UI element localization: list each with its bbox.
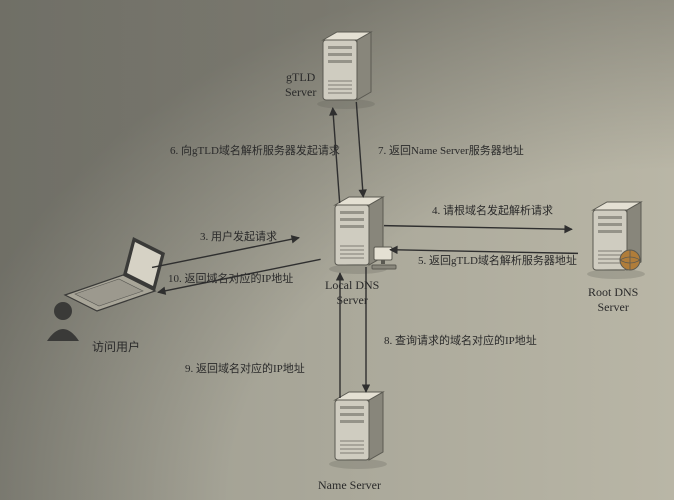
node-label-gtld: gTLDServer — [285, 70, 316, 100]
node-label-name_server: Name Server — [318, 478, 381, 493]
node-gtld — [317, 32, 375, 109]
node-local_dns — [329, 197, 396, 274]
edge-label-e4: 4. 请根域名发起解析请求 — [432, 202, 553, 218]
edge-label-e3: 3. 用户发起请求 — [200, 228, 277, 244]
edge-label-e9: 9. 返回域名对应的IP地址 — [185, 360, 305, 376]
node-name_server — [329, 392, 387, 469]
edge-label-e10: 10. 返回域名对应的IP地址 — [168, 270, 293, 286]
edge-e7 — [356, 102, 363, 197]
diagram-overlay — [0, 0, 674, 500]
node-root_dns — [587, 202, 645, 279]
edge-label-e6: 6. 向gTLD域名解析服务器发起请求 — [170, 142, 340, 158]
node-label-root_dns: Root DNSServer — [588, 285, 638, 315]
diagram-stage: 访问用户 Local DNSServer gTLDServer Root DNSSer… — [0, 0, 674, 500]
edge-label-e8: 8. 查询请求的域名对应的IP地址 — [384, 332, 537, 348]
node-label-local_dns: Local DNSServer — [325, 278, 379, 308]
edge-label-e5: 5. 返回gTLD域名解析服务器地址 — [418, 252, 577, 268]
node-label-user: 访问用户 — [92, 338, 140, 355]
edge-e4 — [384, 226, 572, 230]
node-user — [47, 237, 165, 341]
edge-label-e7: 7. 返回Name Server服务器地址 — [378, 142, 524, 158]
